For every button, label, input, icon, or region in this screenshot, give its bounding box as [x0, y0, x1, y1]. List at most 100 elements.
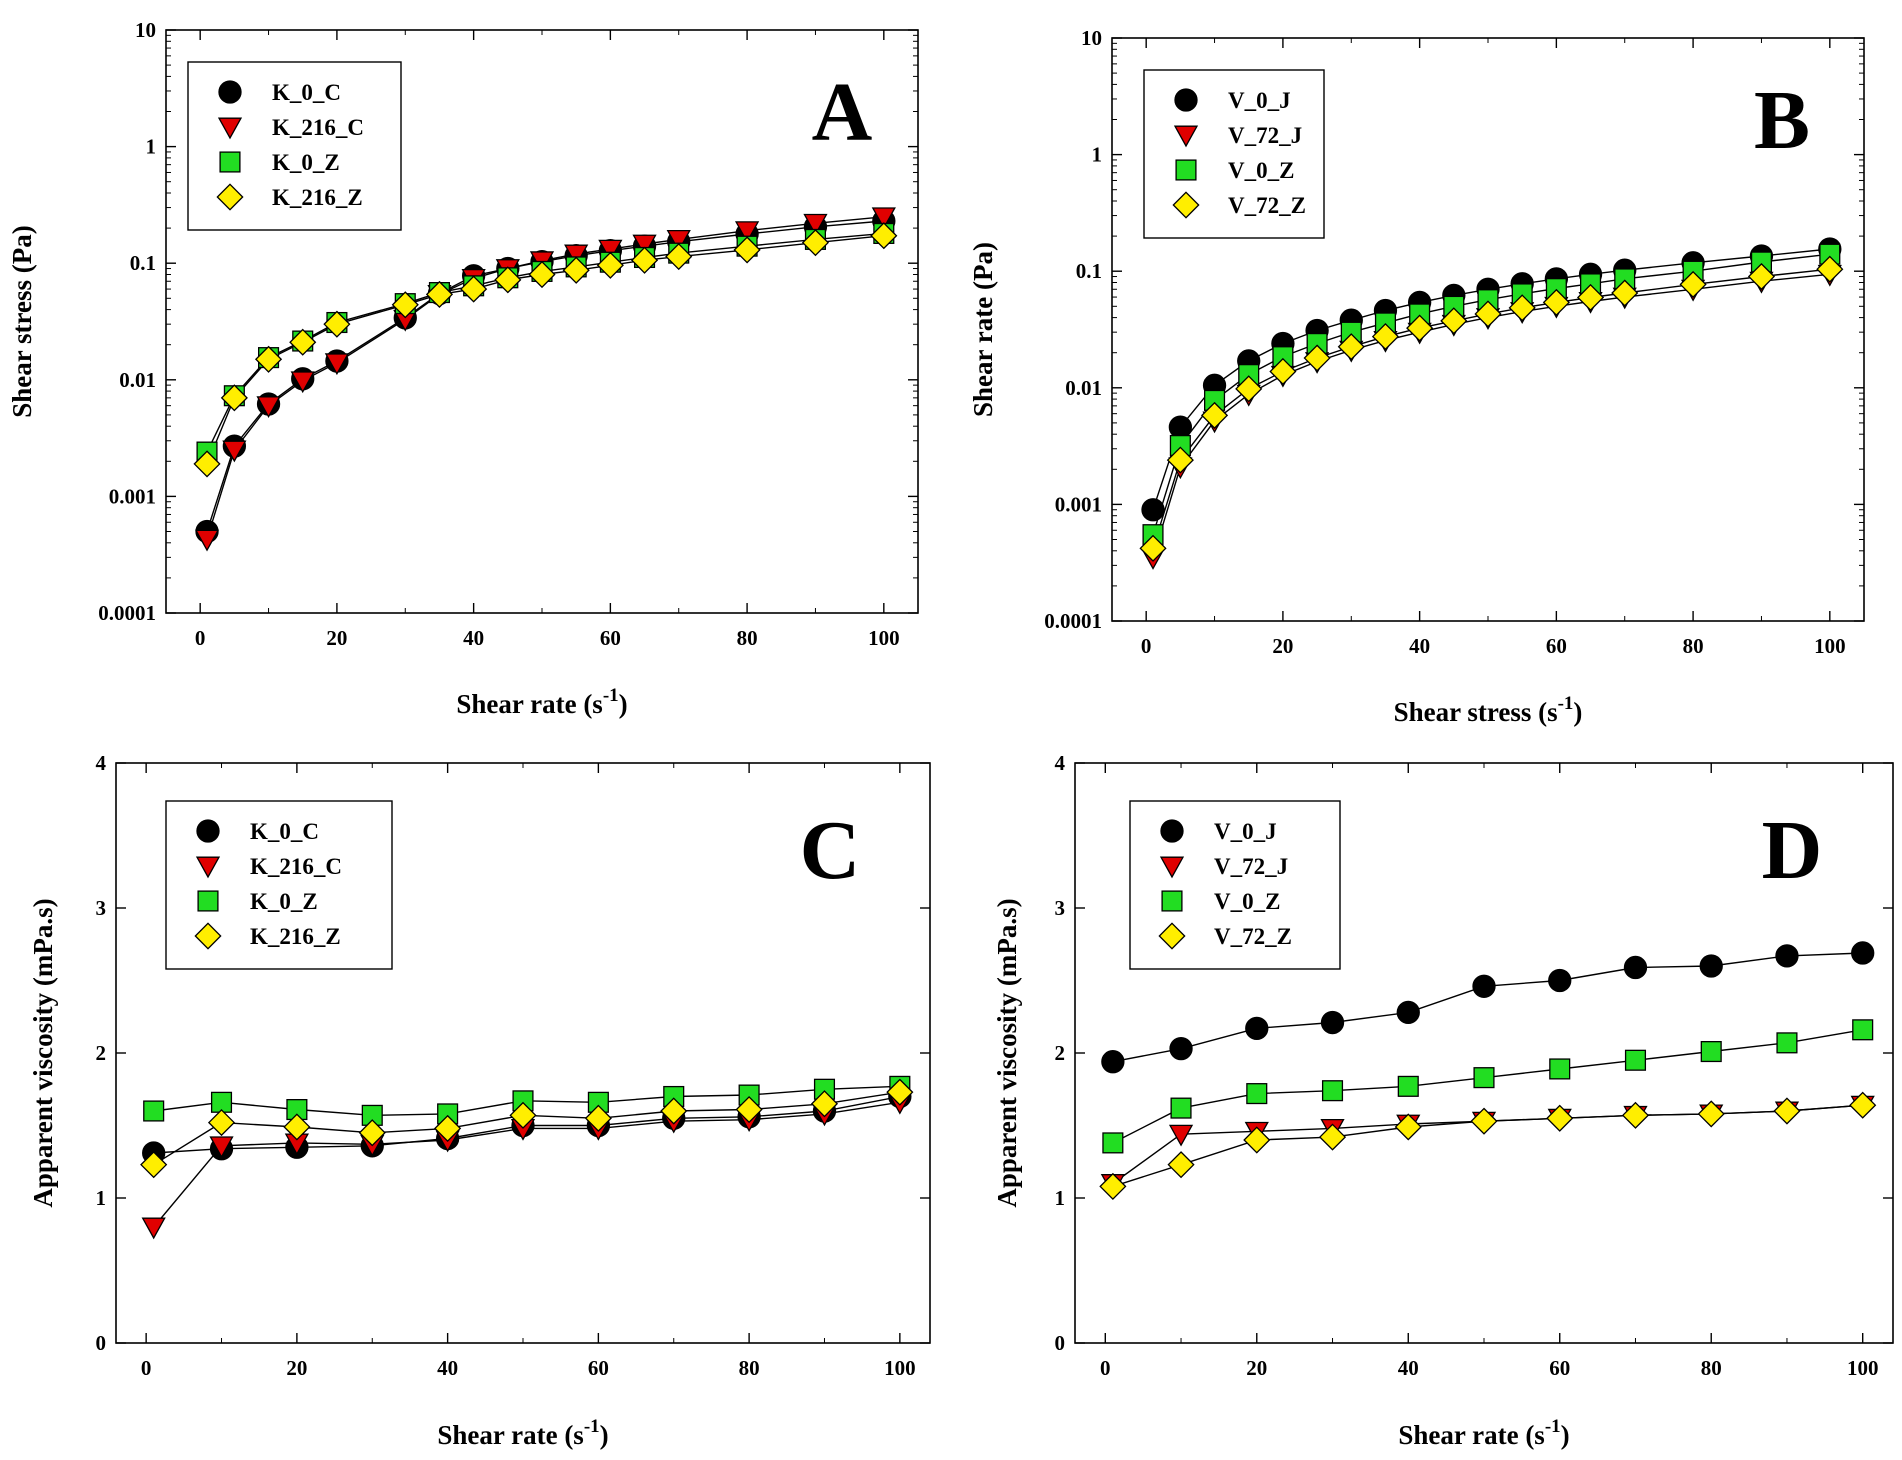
panel-b-data-point-v_72_z: [1406, 314, 1434, 342]
panel-b-data-point-v_72_z: [1679, 270, 1707, 299]
panel-d-data-point-v_0_j: [1775, 944, 1799, 968]
panel-d-legend-marker-v_72_z: [1158, 922, 1186, 950]
panel-d-x-tick-label: 0: [1100, 1356, 1111, 1380]
panel-a-data-point-k_216_z: [220, 384, 248, 412]
panel-a-data-point-k_216_c: [632, 234, 657, 257]
panel-d-x-tick-label: 20: [1246, 1356, 1267, 1380]
panel-a-data-point-k_216_z: [425, 280, 454, 308]
panel-a-data-point-k_216_z: [630, 246, 659, 274]
panel-b-legend-marker-v_72_j: [1173, 125, 1199, 148]
panel-c-legend-marker-k_216_c: [195, 856, 221, 879]
panel-a-data-point-k_216_c: [256, 396, 281, 419]
panel-d-data-point-v_0_j: [1623, 955, 1648, 980]
panel-a-data-point-k_216_z: [665, 242, 693, 271]
panel-a-data-point-k_216_z: [289, 328, 317, 356]
panel-a-y-tick-label: 0.0001: [98, 601, 156, 625]
panel-a-data-point-k_216_c: [324, 353, 350, 376]
panel-b-y-tick-label: 0.0001: [1044, 609, 1102, 633]
panel-c-data-point-k_216_z: [660, 1097, 688, 1125]
panel-a-legend-marker-k_216_c: [217, 117, 243, 140]
panel-d-y-axis-title: Apparent viscosity (mPa.s): [992, 898, 1022, 1207]
panel-d-data-point-v_0_z: [1549, 1058, 1571, 1080]
panel-d-data-point-v_72_z: [1394, 1113, 1422, 1141]
panel-d-data-point-v_0_j: [1320, 1010, 1345, 1035]
panel-d-data-point-v_72_j: [1168, 1124, 1194, 1147]
panel-a-y-axis-title: Shear stress (Pa): [7, 225, 37, 417]
panel-c-y-tick-label: 1: [96, 1186, 107, 1210]
panel-d-data-point-v_0_z: [1246, 1083, 1268, 1105]
panel-c-data-point-k_216_z: [283, 1113, 311, 1141]
panel-b-y-tick-label: 10: [1081, 26, 1102, 50]
panel-c-legend-label: K_0_C: [250, 819, 319, 844]
panel-d-x-tick-label: 40: [1398, 1356, 1419, 1380]
panel-b-data-point-v_72_z: [1816, 255, 1844, 283]
panel-b-panel-letter: B: [1754, 74, 1810, 167]
panel-d-data-point-v_0_j: [1101, 1050, 1125, 1074]
panel-b-x-tick-label: 60: [1546, 634, 1567, 658]
panel-b-legend-label: V_0_J: [1228, 88, 1291, 113]
panel-a-data-point-k_216_c: [666, 229, 691, 252]
panel-a-data-point-k_216_c: [222, 440, 247, 463]
panel-d-data-point-v_72_z: [1773, 1097, 1801, 1125]
panel-a-y-tick-label: 0.1: [130, 251, 156, 275]
panel-a-data-point-k_216_z: [870, 222, 898, 250]
panel-d-panel-letter: D: [1762, 804, 1823, 897]
panel-c-x-tick-label: 80: [739, 1356, 760, 1380]
panel-d-x-axis-title: Shear rate (s-1): [1398, 1416, 1569, 1450]
panel-b-y-tick-label: 0.01: [1065, 376, 1102, 400]
panel-a-data-point-k_216_z: [733, 236, 761, 264]
panel-a-legend-label: K_0_C: [272, 80, 341, 105]
panel-b-x-tick-label: 100: [1814, 634, 1846, 658]
panel-c-x-tick-label: 0: [141, 1356, 152, 1380]
panel-b-data-point-v_72_z: [1235, 375, 1263, 403]
panel-d-y-tick-label: 0: [1055, 1331, 1066, 1355]
panel-c-data-point-k_216_c: [209, 1136, 234, 1159]
panel-a-data-point-k_216_c: [871, 207, 896, 230]
panel-c-x-axis-title: Shear rate (s-1): [437, 1416, 608, 1450]
panel-d-data-point-v_0_z: [1473, 1067, 1495, 1089]
panel-d-x-tick-label: 80: [1701, 1356, 1722, 1380]
panel-b-data-point-v_72_z: [1440, 307, 1468, 335]
panel-d-data-point-v_0_j: [1548, 968, 1572, 993]
panel-d-data-point-v_0_z: [1102, 1132, 1124, 1154]
panel-b-legend-marker-v_0_j: [1174, 88, 1198, 112]
panel-d-data-point-v_0_z: [1624, 1049, 1647, 1071]
panel-c-panel-letter: C: [800, 804, 861, 897]
panel-c-data-point-k_216_z: [886, 1078, 914, 1106]
panel-b-x-tick-label: 20: [1272, 634, 1293, 658]
panel-c-x-tick-label: 100: [884, 1356, 916, 1380]
panel-d-y-tick-label: 1: [1055, 1186, 1066, 1210]
panel-d-legend-label: V_72_Z: [1214, 924, 1292, 949]
panel-b-data-point-v_0_j: [1168, 415, 1193, 439]
panel-d-data-point-v_0_j: [1699, 954, 1723, 978]
panel-a-x-tick-label: 20: [326, 626, 347, 650]
panel-b-y-tick-label: 0.1: [1076, 259, 1102, 283]
panel-d-legend-marker-v_72_j: [1159, 856, 1185, 879]
panel-a-data-point-k_216_z: [494, 266, 522, 294]
panel-a-data-point-k_216_c: [194, 529, 220, 552]
panel-b-data-point-v_72_z: [1139, 534, 1167, 562]
panel-d-legend-marker-v_0_j: [1160, 819, 1184, 843]
panel-a-legend-marker-k_216_z: [216, 183, 244, 211]
panel-a-y-tick-label: 0.001: [109, 484, 156, 508]
panel-d-data-point-v_0_j: [1851, 941, 1875, 965]
panel-c-legend-marker-k_0_z: [197, 890, 219, 912]
panel-d-data-point-v_72_z: [1099, 1172, 1127, 1200]
panel-c-data-point-k_216_z: [434, 1114, 462, 1142]
panel-c-legend-marker-k_216_z: [194, 922, 222, 950]
panel-a-x-axis-title: Shear rate (s-1): [456, 685, 627, 719]
panel-a-data-point-k_216_z: [254, 345, 283, 373]
panel-b-x-tick-label: 80: [1683, 634, 1704, 658]
panel-b-data-point-v_72_z: [1303, 344, 1331, 372]
panel-b-x-tick-label: 40: [1409, 634, 1430, 658]
panel-d-x-tick-label: 60: [1549, 1356, 1570, 1380]
panel-d-data-point-v_0_z: [1852, 1019, 1874, 1041]
panel-d-data-point-v_0_z: [1170, 1097, 1192, 1119]
panel-c-x-tick-label: 60: [588, 1356, 609, 1380]
panel-d-x-tick-label: 100: [1847, 1356, 1879, 1380]
panel-b-data-point-v_0_j: [1141, 498, 1165, 522]
panel-c-legend-marker-k_0_c: [196, 819, 220, 843]
panel-a-data-point-k_216_z: [193, 450, 221, 478]
